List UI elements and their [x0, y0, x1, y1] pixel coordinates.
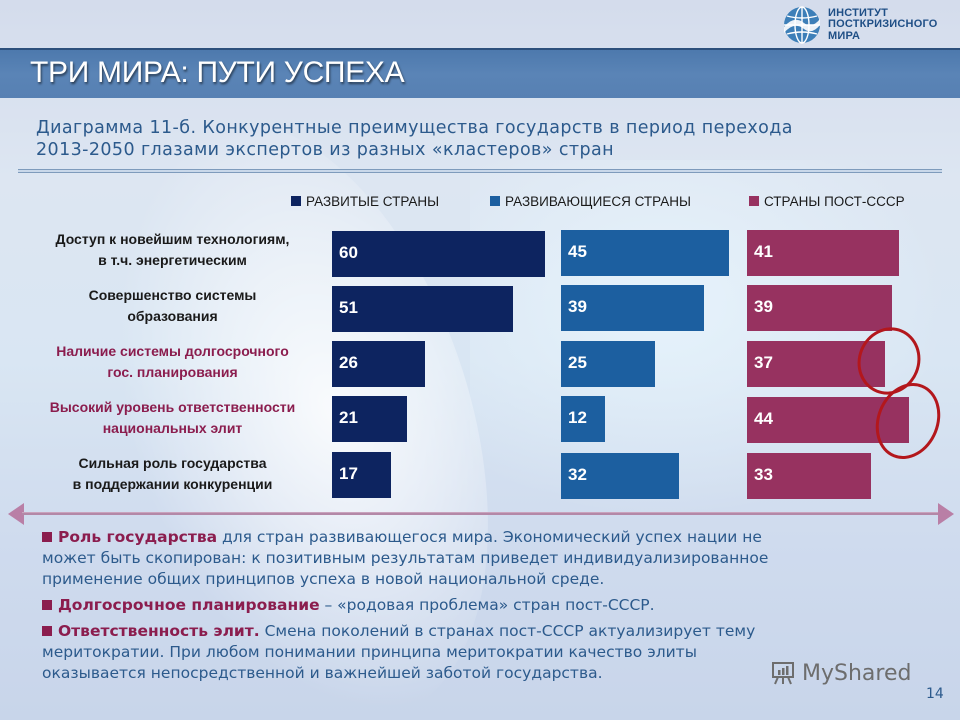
bar-post-ussr-state-role: 33 [747, 453, 871, 499]
arrow-right-icon [938, 503, 954, 525]
row-label-line: в т.ч. энергетическим [98, 252, 247, 268]
bar-post-ussr-technologies: 41 [747, 230, 899, 276]
row-label-line: Совершенство системы [88, 287, 257, 303]
bar-post-ussr-education: 39 [747, 285, 892, 331]
page-number: 14 [926, 686, 944, 702]
bullet-text: Смена поколений в странах пост-СССР акту… [259, 622, 756, 640]
watermark: MyShared [770, 660, 911, 686]
row-label-elites: Высокий уровень ответственности национал… [20, 397, 325, 439]
bar-value: 51 [339, 298, 358, 317]
bullet-planning: Долгосрочное планирование – «родовая про… [42, 595, 912, 616]
bar-value: 21 [339, 408, 358, 427]
legend-item-post-ussr: СТРАНЫ ПОСТ-СССР [749, 193, 905, 209]
legend-item-developing: РАЗВИВАЮЩИЕСЯ СТРАНЫ [490, 193, 691, 209]
bar-value: 39 [754, 297, 773, 316]
bar-developing-education: 39 [561, 285, 704, 331]
bar-value: 12 [568, 408, 587, 427]
bullet-text: применение общих принципов успеха в ново… [42, 570, 605, 588]
bar-developed-state-role: 17 [332, 452, 391, 498]
bar-developing-planning: 25 [561, 341, 655, 387]
bar-developing-state-role: 32 [561, 453, 679, 499]
bar-value: 45 [568, 242, 587, 261]
row-label-planning: Наличие системы долгосрочного гос. плани… [20, 341, 325, 383]
legend-label: СТРАНЫ ПОСТ-СССР [764, 193, 905, 209]
chart-subtitle: Диаграмма 11-б. Конкурентные преимуществ… [36, 117, 936, 161]
bullet-list: Роль государства для стран развивающегос… [42, 527, 912, 689]
bullet-square-icon [42, 532, 52, 542]
subtitle-line-2: 2013-2050 глазами экспертов из разных «к… [36, 140, 614, 160]
bar-value: 37 [754, 353, 773, 372]
bullet-text: может быть скопирован: к позитивным резу… [42, 549, 769, 567]
page-title: ТРИ МИРА: ПУТИ УСПЕХА [30, 56, 405, 89]
legend-label: РАЗВИТЫЕ СТРАНЫ [306, 193, 440, 209]
watermark-text: MyShared [802, 660, 912, 686]
row-label-line: Сильная роль государства [78, 455, 267, 471]
logo-text: ИНСТИТУТ ПОСТКРИЗИСНОГО МИРА [828, 6, 938, 43]
bullet-text: для стран развивающегося мира. Экономиче… [217, 528, 762, 546]
legend-swatch-developed [291, 196, 301, 206]
background-glow-right [470, 160, 950, 520]
row-label-line: в поддержании конкуренции [72, 476, 273, 492]
bar-value: 26 [339, 353, 358, 372]
bullet-text: оказывается непосредственной и важнейшей… [42, 664, 603, 682]
row-label-line: Доступ к новейшим технологиям, [55, 231, 290, 247]
bar-value: 60 [339, 243, 358, 262]
institute-logo: ИНСТИТУТ ПОСТКРИЗИСНОГО МИРА [782, 4, 938, 46]
bar-value: 44 [754, 409, 773, 428]
bar-post-ussr-planning: 37 [747, 341, 885, 387]
bar-value: 17 [339, 464, 358, 483]
bullet-title: Ответственность элит. [58, 622, 260, 640]
presentation-board-icon [772, 662, 794, 685]
bar-post-ussr-elites: 44 [747, 397, 909, 443]
double-arrow-line [22, 512, 938, 515]
bar-developed-technologies: 60 [332, 231, 545, 277]
bullet-text: – «родовая проблема» стран пост-СССР. [319, 596, 655, 614]
bar-value: 32 [568, 465, 587, 484]
logo-line-1: ИНСТИТУТ [828, 6, 889, 19]
row-label-line: Наличие системы долгосрочного [56, 343, 289, 359]
bar-value: 41 [754, 242, 773, 261]
divider [18, 169, 942, 173]
bullet-title: Долгосрочное планирование [58, 596, 320, 614]
legend-label: РАЗВИВАЮЩИЕСЯ СТРАНЫ [505, 193, 691, 209]
bullet-square-icon [42, 600, 52, 610]
row-label-education: Совершенство системы образования [20, 285, 325, 327]
row-label-line: Высокий уровень ответственности [49, 399, 296, 415]
bar-developed-elites: 21 [332, 396, 407, 442]
bullet-elites: Ответственность элит. Смена поколений в … [42, 621, 912, 684]
row-label-state-role: Сильная роль государства в поддержании к… [20, 453, 325, 495]
row-label-technologies: Доступ к новейшим технологиям, в т.ч. эн… [20, 229, 325, 271]
bar-developing-technologies: 45 [561, 230, 729, 276]
bar-developed-education: 51 [332, 286, 513, 332]
bullet-state-role: Роль государства для стран развивающегос… [42, 527, 912, 590]
logo-line-3: МИРА [828, 29, 861, 42]
bullet-title: Роль государства [58, 528, 218, 546]
logo-line-2: ПОСТКРИЗИСНОГО [828, 18, 938, 31]
bar-value: 39 [568, 297, 587, 316]
title-band: ТРИ МИРА: ПУТИ УСПЕХА [0, 48, 960, 98]
row-label-line: национальных элит [102, 420, 243, 436]
legend-swatch-post-ussr [749, 196, 759, 206]
bar-developed-planning: 26 [332, 341, 425, 387]
bullet-square-icon [42, 626, 52, 636]
row-label-line: образования [127, 308, 218, 324]
globe-icon [784, 6, 820, 44]
row-label-line: гос. планирования [107, 364, 238, 380]
legend-swatch-developing [490, 196, 500, 206]
bar-developing-elites: 12 [561, 396, 605, 442]
legend-item-developed: РАЗВИТЫЕ СТРАНЫ [291, 193, 439, 209]
subtitle-line-1: Диаграмма 11-б. Конкурентные преимуществ… [36, 118, 793, 138]
arrow-left-icon [8, 503, 24, 525]
bar-value: 33 [754, 465, 773, 484]
bullet-text: меритократии. При любом понимании принци… [42, 643, 697, 661]
bar-value: 25 [568, 353, 587, 372]
